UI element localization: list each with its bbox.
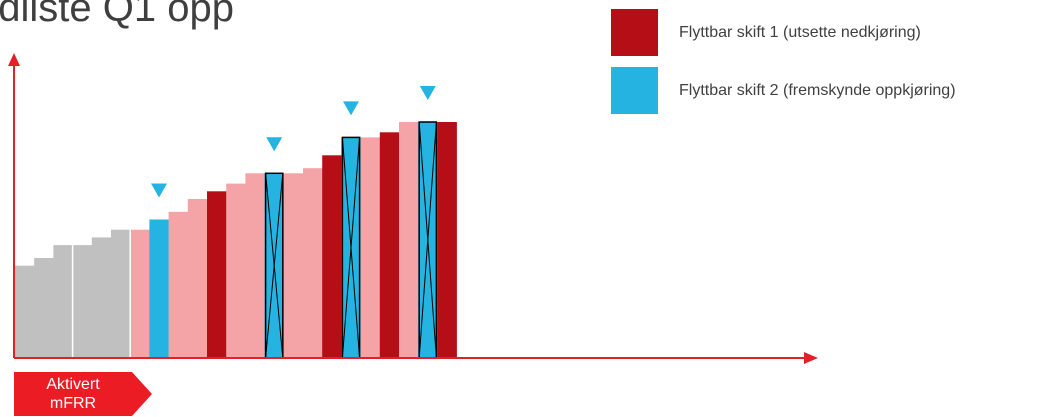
y-axis-arrowhead [8, 53, 20, 66]
bar-pink-15 [283, 173, 304, 358]
activated-mfrr-badge [14, 372, 152, 416]
axes-layer [8, 53, 818, 364]
bar-pink-16 [303, 168, 323, 358]
bar-gray-6 [111, 229, 131, 358]
legend-item-shift-1: Flyttbar skift 1 (utsette nedkjøring) [611, 9, 921, 56]
legend-swatch-blue [611, 67, 658, 114]
bar-blue-8 [149, 219, 169, 358]
legend-swatch-dark-red [611, 9, 658, 56]
bar-dark_red-11 [207, 191, 227, 358]
bar-gray-3 [53, 245, 73, 358]
badge-line-2: mFRR [49, 395, 97, 412]
down-triangle-marker-8 [151, 183, 167, 198]
down-triangle-marker-22 [419, 86, 436, 100]
bar-pink-9 [168, 211, 189, 358]
activated-mfrr-label: Aktivert mFRR [14, 375, 132, 413]
bar-pink-21 [399, 122, 419, 358]
bar-dark_red-23 [437, 122, 457, 358]
bar-pink-7 [130, 229, 150, 358]
bars-layer [15, 121, 457, 359]
bar-pink-12 [226, 183, 246, 358]
bar-dark_red-20 [379, 132, 400, 358]
legend-label-shift-2: Flyttbar skift 2 (fremskynde oppkjøring) [679, 81, 956, 99]
bar-pink-10 [187, 199, 208, 358]
bar-gray-5 [91, 237, 112, 358]
chart-title: udliste Q1 opp [0, 0, 234, 30]
down-triangle-marker-18 [343, 101, 359, 116]
markers-layer [151, 86, 436, 198]
legend-label-shift-1: Flyttbar skift 1 (utsette nedkjøring) [679, 23, 921, 41]
bar-gray-1 [15, 265, 35, 358]
bar-dark_red-17 [322, 155, 342, 358]
legend-item-shift-2: Flyttbar skift 2 (fremskynde oppkjøring) [611, 67, 956, 114]
badge-line-1: Aktivert [46, 376, 100, 393]
bar-pink-19 [360, 137, 381, 358]
bar-pink-13 [245, 173, 265, 358]
x-axis-arrowhead [804, 352, 818, 364]
bar-gray-2 [34, 258, 54, 358]
down-triangle-marker-14 [266, 137, 283, 152]
bar-gray-4 [72, 245, 93, 358]
